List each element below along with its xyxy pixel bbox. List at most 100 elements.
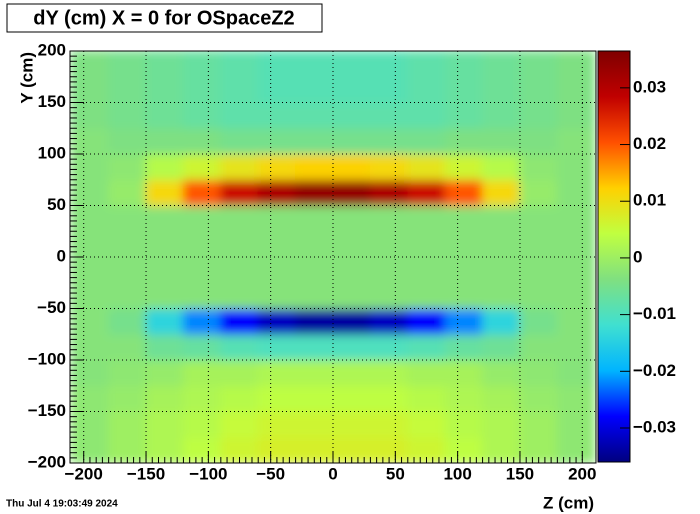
heat-cell <box>257 76 297 103</box>
heat-cell <box>332 333 371 361</box>
heat-cell <box>145 51 184 78</box>
heat-cell <box>295 127 334 155</box>
heat-cell <box>145 282 184 309</box>
heat-cell <box>108 256 147 284</box>
colorbar-tick-label: 0 <box>633 247 642 266</box>
colorbar-tick-label: −0.03 <box>633 417 676 436</box>
heat-cell <box>556 51 596 78</box>
y-tick-label: −150 <box>28 401 66 420</box>
heatmap <box>70 51 596 463</box>
heat-cell <box>182 153 222 181</box>
heat-cell <box>295 205 334 232</box>
heat-cell <box>482 256 521 284</box>
heat-cell <box>295 102 334 129</box>
heat-cell <box>556 256 596 284</box>
heat-cell <box>332 411 371 438</box>
heat-cell <box>556 179 596 206</box>
heat-cell <box>556 230 596 258</box>
heat-cell <box>482 230 521 258</box>
x-tick-label: −50 <box>256 464 285 483</box>
heat-cell <box>220 153 259 181</box>
heat-cell <box>257 179 297 206</box>
heat-cell <box>332 179 371 206</box>
heat-cell <box>70 102 110 129</box>
heat-cell <box>108 179 147 206</box>
heat-cell <box>369 359 409 387</box>
x-tick-label: 100 <box>443 464 471 483</box>
heat-cell <box>332 102 371 129</box>
x-tick-label: 150 <box>506 464 534 483</box>
heat-cell <box>444 230 484 258</box>
heat-cell <box>444 282 484 309</box>
heat-cell <box>444 76 484 103</box>
heat-cell <box>444 127 484 155</box>
heat-cell <box>182 359 222 387</box>
heat-cell <box>257 230 297 258</box>
heat-cell <box>407 282 446 309</box>
heat-cell <box>182 282 222 309</box>
heat-cell <box>482 51 521 78</box>
x-tick-label: −100 <box>189 464 227 483</box>
heat-cell <box>70 127 110 155</box>
heat-cell <box>482 385 521 412</box>
heat-cell <box>220 282 259 309</box>
heat-cell <box>444 308 484 335</box>
heat-cell <box>407 76 446 103</box>
heat-cell <box>145 230 184 258</box>
heat-cell <box>407 359 446 387</box>
heat-cell <box>556 385 596 412</box>
heat-cell <box>220 230 259 258</box>
heat-cell <box>407 127 446 155</box>
heat-cell <box>444 102 484 129</box>
heat-cell <box>369 76 409 103</box>
heat-cell <box>369 333 409 361</box>
title-box <box>6 3 323 33</box>
heat-cell <box>556 127 596 155</box>
heat-cell <box>182 179 222 206</box>
y-tick-label: −50 <box>37 298 66 317</box>
heat-cell <box>407 308 446 335</box>
y-tick-label: 50 <box>47 195 66 214</box>
heat-cell <box>145 179 184 206</box>
heat-cell <box>220 308 259 335</box>
heat-cell <box>295 76 334 103</box>
heat-cell <box>369 102 409 129</box>
heat-cell <box>70 153 110 181</box>
heat-cell <box>556 308 596 335</box>
heat-cell <box>332 127 371 155</box>
heat-cell <box>556 205 596 232</box>
heat-cell <box>108 230 147 258</box>
heat-cell <box>332 76 371 103</box>
heat-cell <box>108 51 147 78</box>
heat-cell <box>482 102 521 129</box>
heat-cell <box>220 333 259 361</box>
heat-cell <box>482 282 521 309</box>
heat-cell <box>70 308 110 335</box>
heat-cell <box>519 333 558 361</box>
heat-cell <box>145 333 184 361</box>
y-tick-label: 200 <box>38 40 66 59</box>
heat-cell <box>182 127 222 155</box>
heat-cell <box>556 102 596 129</box>
heat-cell <box>519 102 558 129</box>
colorbar-tick-label: −0.02 <box>633 361 676 380</box>
colorbar-tick-label: −0.01 <box>633 304 676 323</box>
heat-cell <box>220 179 259 206</box>
heat-cell <box>70 230 110 258</box>
heat-cell <box>407 51 446 78</box>
heat-cell <box>145 256 184 284</box>
heat-cell <box>482 333 521 361</box>
heat-cell <box>257 359 297 387</box>
heat-cell <box>332 51 371 78</box>
heat-cell <box>220 359 259 387</box>
heat-cell <box>108 153 147 181</box>
heat-cell <box>220 205 259 232</box>
heat-cell <box>70 282 110 309</box>
heat-cell <box>332 282 371 309</box>
heat-cell <box>556 333 596 361</box>
x-tick-label: 200 <box>568 464 596 483</box>
heat-cell <box>556 411 596 438</box>
heat-cell <box>369 256 409 284</box>
heat-cell <box>182 333 222 361</box>
heat-cell <box>519 359 558 387</box>
